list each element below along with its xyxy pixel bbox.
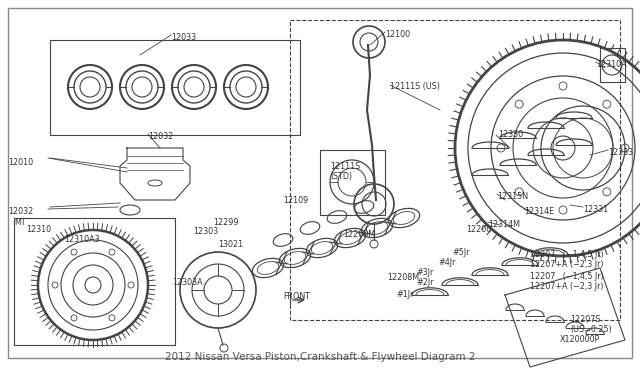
Text: #1Jr: #1Jr	[396, 290, 413, 299]
Text: #2Jr: #2Jr	[416, 278, 433, 287]
Text: 12208M: 12208M	[343, 230, 375, 239]
Text: X120000P: X120000P	[560, 335, 600, 344]
Text: #4Jr: #4Jr	[438, 258, 456, 267]
Text: 12331: 12331	[583, 205, 608, 214]
Text: 12207   (−1,4,5 Jr): 12207 (−1,4,5 Jr)	[530, 250, 604, 259]
Text: 12032: 12032	[148, 132, 173, 141]
Text: 12111S
(STD): 12111S (STD)	[330, 162, 360, 182]
Text: 2012 Nissan Versa Piston,Crankshaft & Flywheel Diagram 2: 2012 Nissan Versa Piston,Crankshaft & Fl…	[164, 352, 476, 362]
Text: 12303A: 12303A	[172, 278, 203, 287]
Text: 12314E: 12314E	[524, 207, 554, 216]
Text: 12314M: 12314M	[488, 220, 520, 229]
Text: #3Jr: #3Jr	[416, 268, 433, 277]
Bar	[50, 40, 300, 135]
Text: 12200: 12200	[466, 225, 492, 234]
Text: 12303: 12303	[193, 227, 218, 236]
Text: 12032: 12032	[8, 207, 33, 216]
Text: 12109: 12109	[283, 196, 308, 205]
Text: 12207S
(US=0.25): 12207S (US=0.25)	[570, 315, 612, 334]
Text: 12310A3: 12310A3	[64, 235, 100, 244]
Text: 12310: 12310	[26, 225, 51, 234]
Text: 12315N: 12315N	[497, 192, 528, 201]
Text: 12310A: 12310A	[596, 60, 627, 69]
Text: 13021: 13021	[218, 240, 243, 249]
Text: 12010: 12010	[8, 158, 33, 167]
Text: 12207+A (−2,3 Jr): 12207+A (−2,3 Jr)	[530, 282, 604, 291]
Text: 12330: 12330	[498, 130, 523, 139]
Bar	[320, 150, 385, 215]
Text: 12207+A (−2,3 Jr): 12207+A (−2,3 Jr)	[530, 260, 604, 269]
Text: 12208M: 12208M	[387, 273, 419, 282]
Text: 12111S (US): 12111S (US)	[390, 82, 440, 91]
Bar	[290, 20, 620, 320]
Text: MT: MT	[14, 218, 26, 227]
Text: 12333: 12333	[608, 148, 633, 157]
Text: 12299: 12299	[213, 218, 239, 227]
Text: 12207   (−1,4,5 Jr): 12207 (−1,4,5 Jr)	[530, 272, 604, 281]
Text: FRONT: FRONT	[283, 292, 310, 301]
Text: 12100: 12100	[385, 30, 410, 39]
Bar	[600, 48, 625, 82]
Text: #5Jr: #5Jr	[452, 248, 470, 257]
Bar	[14, 218, 175, 345]
Text: 12033: 12033	[171, 33, 196, 42]
